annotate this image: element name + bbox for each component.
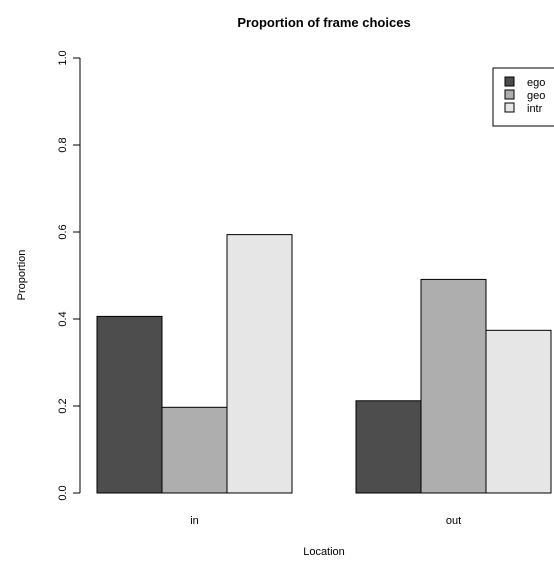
bar-intr-out [485, 329, 552, 494]
legend-label-geo: geo [527, 90, 545, 102]
y-tick-label: 0.4 [57, 311, 69, 326]
legend-swatch-intr [504, 102, 515, 113]
y-tick-label: 0.8 [57, 137, 69, 152]
bar-intr-in [226, 234, 293, 494]
y-tick-label: 0.0 [57, 485, 69, 500]
y-axis-title: Proportion [16, 250, 28, 301]
legend-swatch-ego [504, 76, 515, 87]
y-tick-label: 1.0 [57, 50, 69, 65]
bar-ego-out [355, 400, 422, 494]
x-tick-label: out [446, 515, 461, 527]
legend-label-ego: ego [527, 77, 545, 89]
x-tick-label: in [190, 515, 199, 527]
x-axis-labels: in out [190, 515, 461, 527]
bar-ego-in [96, 315, 163, 494]
legend-swatch-geo [504, 89, 515, 100]
chart-title: Proportion of frame choices [237, 15, 410, 30]
bar-geo-out [420, 278, 487, 494]
bars [96, 234, 552, 494]
bar-geo-in [161, 406, 228, 494]
y-tick-label: 0.6 [57, 224, 69, 239]
x-axis-title: Location [303, 546, 345, 558]
legend-box [492, 67, 554, 127]
y-axis: 0.0 0.2 0.4 0.6 0.8 1.0 [57, 50, 81, 501]
legend-label-intr: intr [527, 103, 543, 115]
y-tick-label: 0.2 [57, 398, 69, 413]
